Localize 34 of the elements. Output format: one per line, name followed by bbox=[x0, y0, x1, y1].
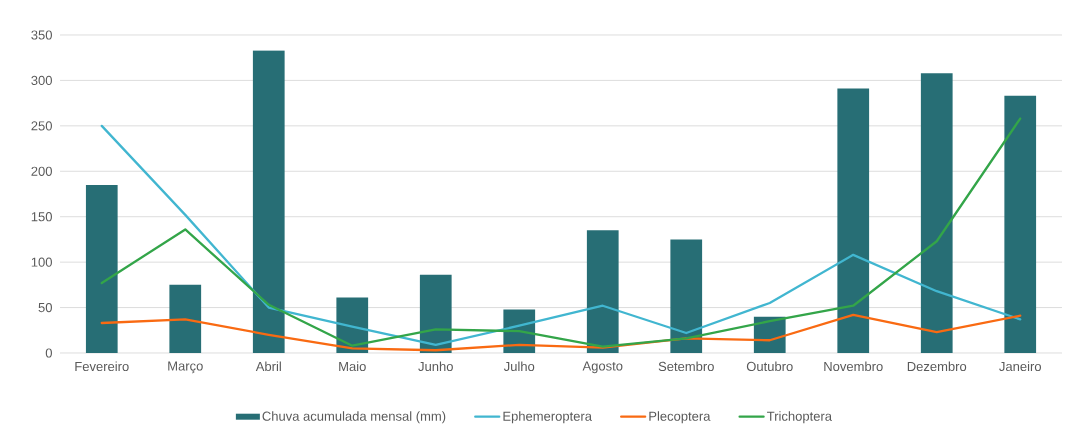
x-tick-label: Dezembro bbox=[907, 361, 967, 372]
bar bbox=[586, 230, 619, 353]
bar bbox=[920, 73, 953, 353]
y-tick-label: 350 bbox=[31, 30, 52, 40]
bar bbox=[419, 274, 452, 353]
line-series bbox=[100, 313, 1022, 352]
y-tick-label: 100 bbox=[31, 257, 52, 267]
legend-label: Trichoptera bbox=[767, 411, 833, 424]
y-tick-label: 0 bbox=[45, 348, 52, 358]
x-tick-label: Agosto bbox=[582, 361, 623, 374]
y-tick-label: 200 bbox=[31, 166, 52, 176]
x-tick-label: Novembro bbox=[824, 361, 883, 372]
legend-label: Ephemeroptera bbox=[503, 411, 592, 424]
y-tick-label: 250 bbox=[31, 121, 52, 131]
bar bbox=[1004, 95, 1037, 353]
legend-label: Chuva acumulada mensal (mm) bbox=[262, 411, 446, 424]
bar bbox=[85, 184, 118, 353]
y-tick-label: 50 bbox=[38, 302, 52, 313]
x-tick-label: Abril bbox=[255, 361, 281, 372]
x-tick-label: Outubro bbox=[746, 361, 793, 372]
x-tick-label: Maio bbox=[339, 361, 366, 372]
y-tick-label: 300 bbox=[31, 75, 52, 86]
legend-label: Plecoptera bbox=[649, 411, 711, 424]
x-tick-label: Janeiro bbox=[999, 361, 1041, 372]
x-tick-label: Março bbox=[168, 361, 203, 374]
x-tick-label: Julho bbox=[503, 361, 535, 372]
bar bbox=[252, 50, 285, 353]
y-tick-label: 150 bbox=[31, 212, 52, 222]
x-tick-label: Fevereiro bbox=[75, 361, 129, 372]
bar bbox=[169, 284, 202, 353]
bar bbox=[670, 239, 703, 353]
bar bbox=[837, 88, 870, 353]
x-tick-label: Junho bbox=[418, 361, 453, 372]
x-tick-label: Setembro bbox=[658, 361, 714, 372]
